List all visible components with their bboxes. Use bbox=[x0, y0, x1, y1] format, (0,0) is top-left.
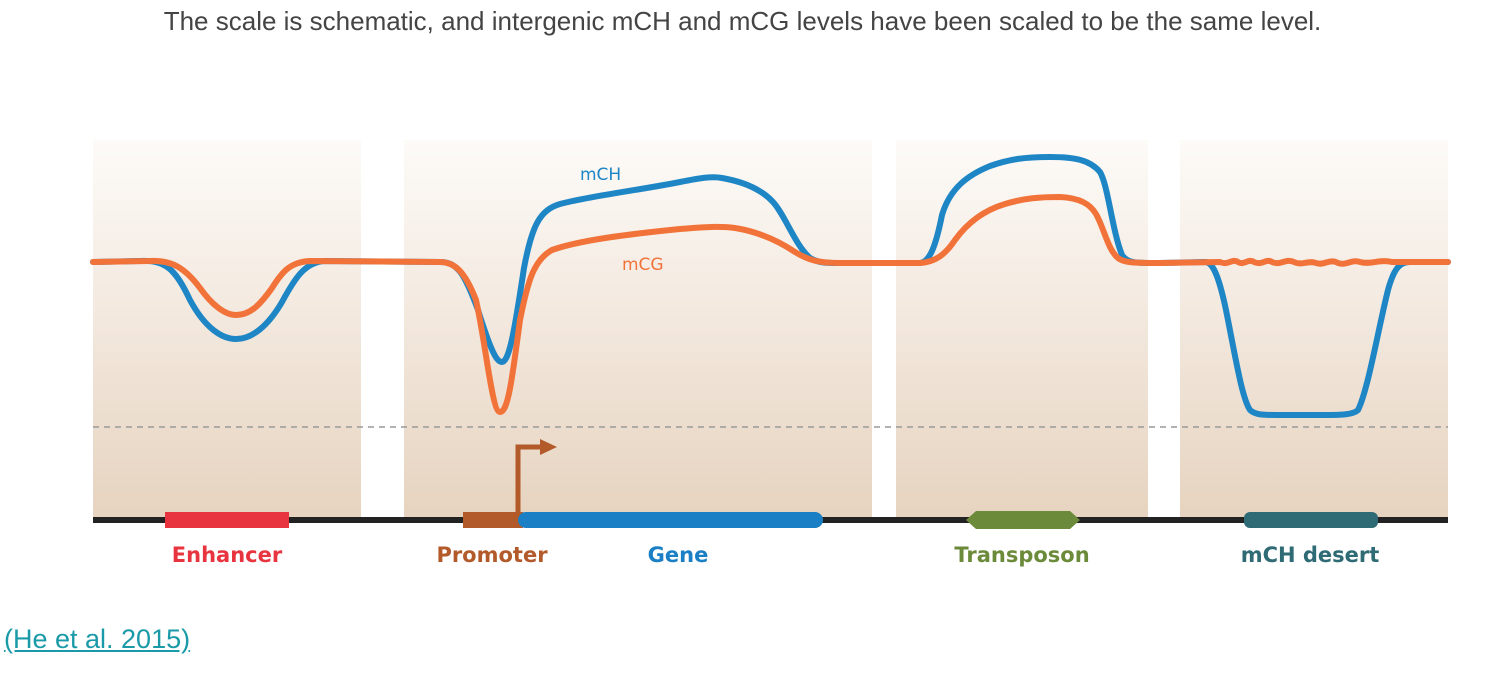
enhancer-bar bbox=[165, 512, 289, 528]
promoter-bar bbox=[463, 512, 523, 528]
transposon-bar bbox=[966, 511, 1080, 529]
transposon-label: Transposon bbox=[954, 543, 1089, 567]
mch-desert-label: mCH desert bbox=[1241, 543, 1380, 567]
mcg-curve bbox=[90, 194, 1451, 415]
tss-arrow bbox=[515, 444, 542, 512]
panel-promoter-gene bbox=[404, 140, 872, 520]
figure-caption: The scale is schematic, and intergenic m… bbox=[163, 6, 1322, 36]
citation-link[interactable]: (He et al. 2015) bbox=[4, 624, 191, 654]
mch-desert-bar bbox=[1244, 512, 1378, 528]
gene-label: Gene bbox=[648, 543, 709, 567]
panel-mch-desert bbox=[1180, 140, 1448, 520]
enhancer-label: Enhancer bbox=[172, 543, 283, 567]
tss-arrowhead-icon bbox=[540, 439, 557, 455]
gene-bar bbox=[518, 512, 823, 528]
mch-curve-label: mCH bbox=[580, 165, 621, 185]
mcg-curve-label: mCG bbox=[622, 255, 664, 275]
promoter-label: Promoter bbox=[436, 543, 548, 567]
panel-enhancer bbox=[93, 140, 361, 520]
